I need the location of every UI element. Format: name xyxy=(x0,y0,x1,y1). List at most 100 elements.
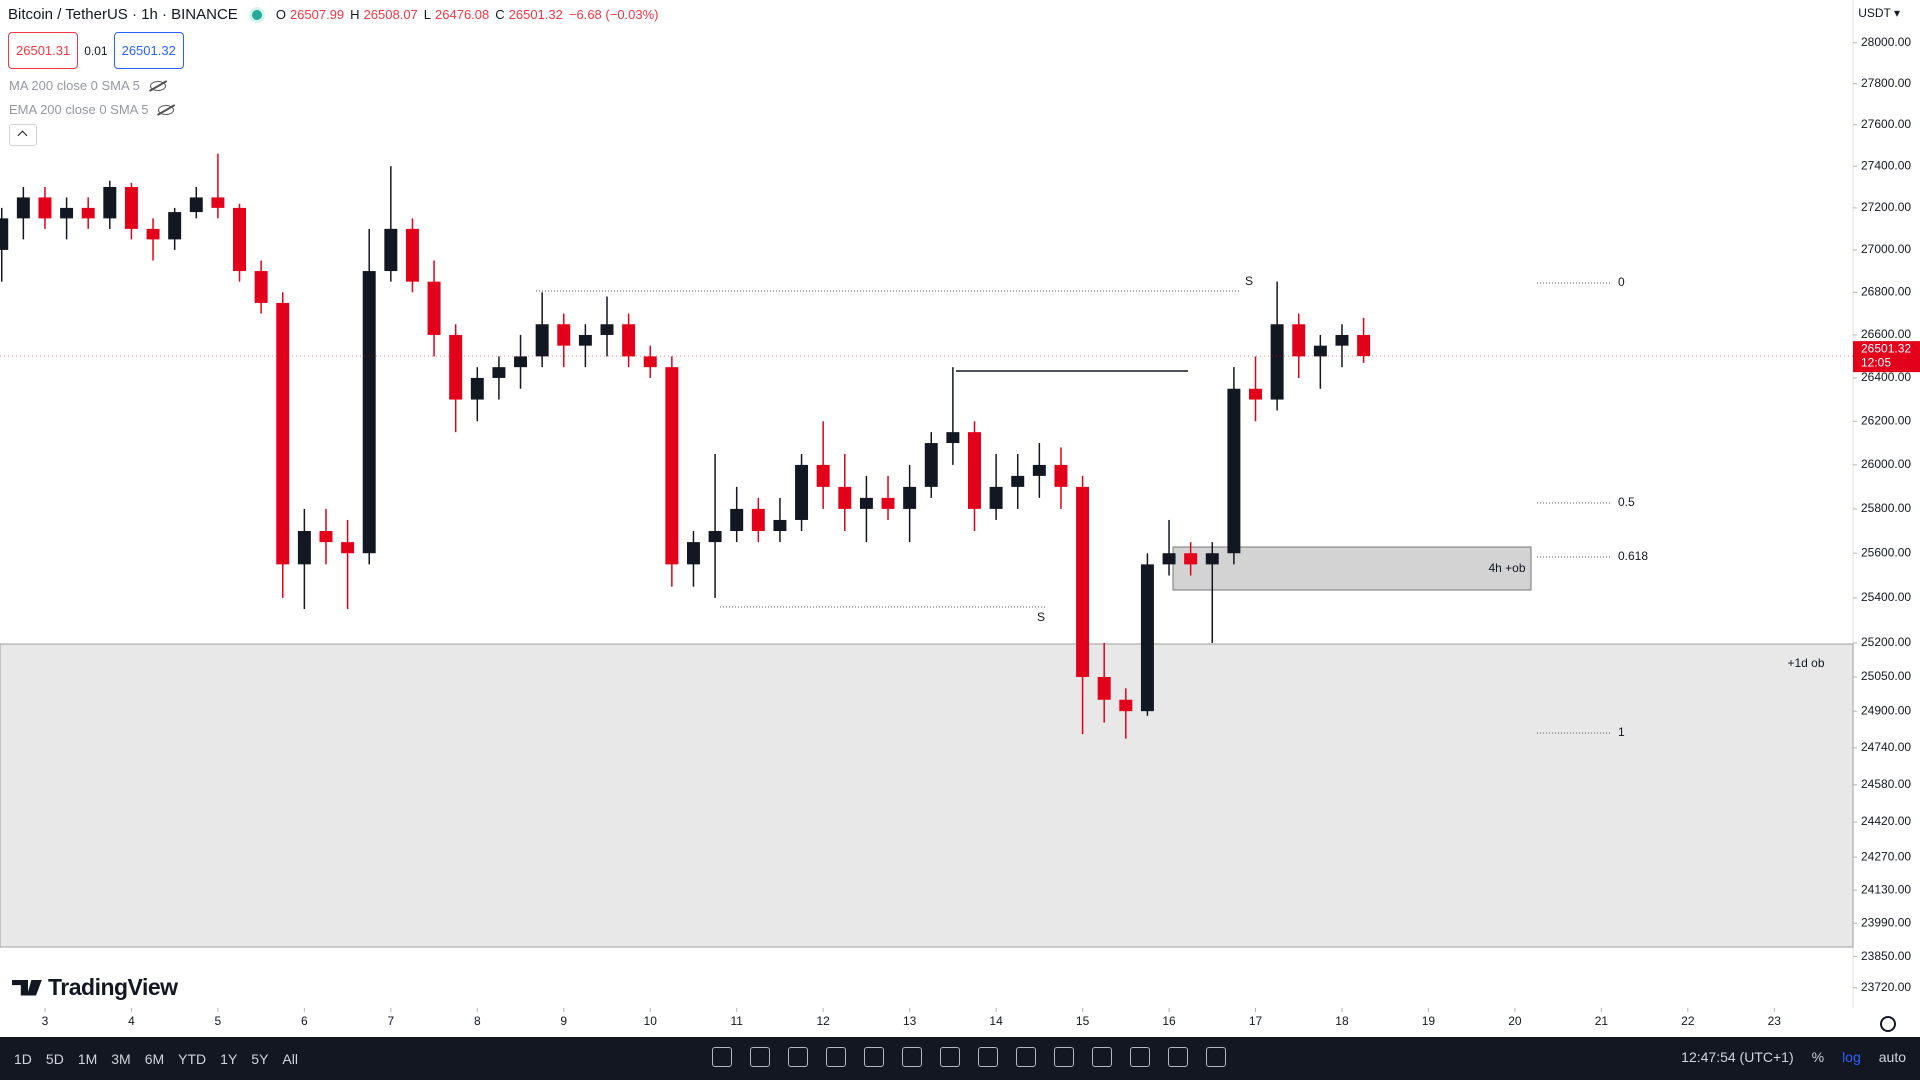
candle-body xyxy=(751,508,765,532)
candle-body xyxy=(1076,486,1090,677)
collapse-button[interactable] xyxy=(9,124,37,146)
candle-body xyxy=(1097,676,1111,700)
candle-body xyxy=(81,207,95,219)
fib-label: 1 xyxy=(1618,725,1625,739)
candle-body xyxy=(773,519,787,532)
candle-body xyxy=(708,531,722,543)
candle-body xyxy=(881,497,895,509)
indicator-label: MA 200 close 0 SMA 5 xyxy=(9,78,140,93)
candle-body xyxy=(146,228,160,240)
candle-body xyxy=(578,334,592,346)
x-tick-label: 10 xyxy=(644,1014,658,1028)
y-tick-label: 25600.00 xyxy=(1861,545,1911,559)
tool[interactable] xyxy=(864,1047,884,1067)
candle-body xyxy=(1054,464,1068,487)
x-tick-label: 6 xyxy=(301,1014,308,1028)
tool[interactable] xyxy=(1092,1047,1112,1067)
range-button[interactable]: 5Y xyxy=(251,1050,269,1067)
x-tick-label: 11 xyxy=(730,1014,743,1028)
range-button[interactable]: 5D xyxy=(45,1050,64,1067)
range-button[interactable]: 1Y xyxy=(220,1050,238,1067)
sell-button[interactable]: 26501.31 xyxy=(8,32,79,69)
ohlc-key: O xyxy=(275,7,286,22)
tool[interactable] xyxy=(978,1047,998,1067)
x-tick-label: 3 xyxy=(42,1014,49,1028)
axes: 28000.00 27800.00 27600.00 27400.00 27200.00… xyxy=(0,35,1920,1028)
indicator[interactable]: MA 200 close 0 SMA 5 xyxy=(9,78,166,93)
ohlc-values: O 26507.99 H 26508.07 L 26476.08 C 26501.32 −6.6… xyxy=(276,7,661,22)
x-tick-label: 19 xyxy=(1422,1014,1436,1028)
y-tick-label: 23850.00 xyxy=(1861,949,1911,963)
candle-body xyxy=(686,542,700,565)
x-tick-label: 14 xyxy=(989,1014,1003,1028)
candle-body xyxy=(233,207,247,272)
candle-body xyxy=(903,486,917,509)
y-tick-label: 27400.00 xyxy=(1861,158,1911,172)
candle-body xyxy=(449,334,463,400)
fib-retracement: 0 0.5 0.618 1 xyxy=(1537,275,1648,739)
x-tick-label: 9 xyxy=(560,1014,567,1028)
x-tick-label: 23 xyxy=(1768,1014,1782,1028)
hidden-icon[interactable] xyxy=(149,80,166,91)
ohlc-key: L xyxy=(423,7,432,22)
y-tick-label: 25050.00 xyxy=(1861,669,1911,683)
hidden-icon[interactable] xyxy=(158,104,175,115)
y-tick-label: 24420.00 xyxy=(1861,814,1911,828)
currency-selector[interactable]: USDT ▾ xyxy=(1858,6,1900,20)
y-tick-label: 26200.00 xyxy=(1861,413,1911,427)
tool[interactable] xyxy=(712,1047,732,1067)
tool[interactable] xyxy=(940,1047,960,1067)
candle-body xyxy=(1292,324,1306,357)
candle-body xyxy=(1205,553,1219,565)
candle-body xyxy=(362,271,376,554)
logo-text: TradingView xyxy=(48,974,178,1000)
tool[interactable] xyxy=(826,1047,846,1067)
buy-button[interactable]: 26501.32 xyxy=(113,32,184,69)
candle-body xyxy=(103,186,117,219)
indicator[interactable]: EMA 200 close 0 SMA 5 xyxy=(9,102,175,117)
candle-body xyxy=(1249,388,1262,400)
tool[interactable] xyxy=(1206,1047,1226,1067)
candle-body xyxy=(643,356,657,368)
candle-body xyxy=(622,324,636,357)
candle-body xyxy=(1162,553,1176,565)
range-button[interactable]: 1D xyxy=(14,1050,32,1067)
x-tick-label: 8 xyxy=(474,1014,481,1028)
tool[interactable] xyxy=(1016,1047,1036,1067)
y-tick-label: 24130.00 xyxy=(1861,882,1911,896)
tool[interactable] xyxy=(902,1047,922,1067)
candle-body xyxy=(1119,699,1133,712)
settings-button[interactable] xyxy=(1880,1016,1896,1032)
range-button[interactable]: 1M xyxy=(77,1050,98,1067)
candle-body xyxy=(1227,388,1241,554)
range-button[interactable]: 3M xyxy=(111,1050,131,1067)
tool[interactable] xyxy=(788,1047,808,1067)
fib-label: 0.618 xyxy=(1618,549,1648,563)
range-button[interactable]: 6M xyxy=(144,1050,165,1067)
candle-body xyxy=(795,464,809,520)
auto-toggle[interactable]: auto xyxy=(1878,1049,1906,1065)
log-toggle[interactable]: log xyxy=(1842,1049,1861,1065)
range-button[interactable]: All xyxy=(282,1050,298,1067)
ohlc-change: −6.68 (−0.03%) xyxy=(568,7,659,22)
tool[interactable] xyxy=(750,1047,770,1067)
candle-body xyxy=(1032,464,1046,476)
tool[interactable] xyxy=(1168,1047,1188,1067)
y-tick-label: 28000.00 xyxy=(1861,35,1911,49)
liquidity-label: S xyxy=(1245,274,1253,288)
tool[interactable] xyxy=(1054,1047,1074,1067)
range-button[interactable]: YTD xyxy=(178,1050,207,1067)
bottom-toolbar: 1D 5D 1M 3M 6M YTD 1Y 5Y All 12:47:54 (UTC+1) % … xyxy=(0,1037,1920,1080)
candle-body xyxy=(730,508,744,532)
candle-body xyxy=(1357,334,1371,357)
tool[interactable] xyxy=(1130,1047,1150,1067)
ohlc-key: C xyxy=(495,7,505,22)
percent-toggle[interactable]: % xyxy=(1811,1049,1825,1065)
x-tick-label: 4 xyxy=(128,1014,135,1028)
ohlc-key: H xyxy=(350,7,360,22)
candle-body xyxy=(341,542,355,554)
candle-body xyxy=(514,356,528,368)
drawing-tools xyxy=(712,1047,1226,1067)
y-tick-label: 26800.00 xyxy=(1861,284,1911,298)
candle-body xyxy=(557,324,571,346)
